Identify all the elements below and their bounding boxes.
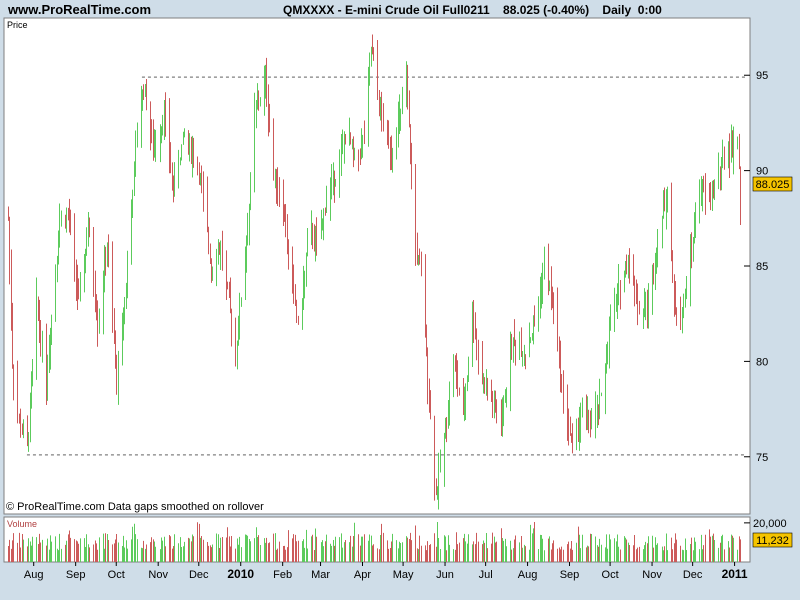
chart-header: www.ProRealTime.com QMXXXX - E-mini Crud… [0,0,800,20]
date-tick-label: 2010 [227,567,254,581]
last-price-value: 88.025 [756,179,790,191]
date-tick-label: Nov [642,569,662,581]
date-tick-label: Nov [148,569,168,581]
date-tick-label: Aug [24,569,44,581]
price-tick-label: 90 [756,166,768,178]
date-tick-label: Sep [66,569,86,581]
volume-bars-layer [8,522,741,562]
price-panel-label: Price [7,20,28,30]
date-tick-label: May [393,569,414,581]
date-axis: Aug Sep Oct Nov Dec 2010 Feb Mar Apr May Jun Jul Aug… [24,562,748,581]
date-tick-label: Dec [683,569,703,581]
site-url[interactable]: www.ProRealTime.com [8,2,152,17]
price-axis: 75 80 85 90 95 [744,70,768,464]
volume-axis: 20,000 [744,518,787,530]
last-price-badge: 88.025 [752,176,793,192]
last-volume-value: 11,232 [756,535,789,547]
horizontal-lines-layer [26,76,745,456]
last-volume-badge: 11,232 [752,532,793,548]
date-tick-label: Mar [311,569,330,581]
date-tick-label: Jul [479,569,493,581]
date-tick-label: Dec [189,569,209,581]
date-tick-label: Feb [273,569,292,581]
volume-tick-label: 20,000 [753,518,787,530]
date-tick-label: 2011 [722,567,748,581]
footnote: © ProRealTime.com Data gaps smoothed on … [6,501,264,513]
price-tick-label: 95 [756,70,768,82]
price-tick-label: 85 [756,261,768,273]
date-tick-label: Apr [354,569,371,581]
date-tick-label: Sep [560,569,580,581]
date-tick-label: Oct [108,569,125,581]
volume-panel-label: Volume [7,519,37,529]
price-tick-label: 75 [756,452,768,464]
price-bars-layer [8,34,741,510]
date-tick-label: Oct [602,569,619,581]
date-tick-label: Aug [518,569,538,581]
price-tick-label: 80 [756,356,768,368]
date-tick-label: Jun [436,569,454,581]
instrument-title: QMXXXX - E-mini Crude Oil Full0211 88.02… [283,3,662,17]
